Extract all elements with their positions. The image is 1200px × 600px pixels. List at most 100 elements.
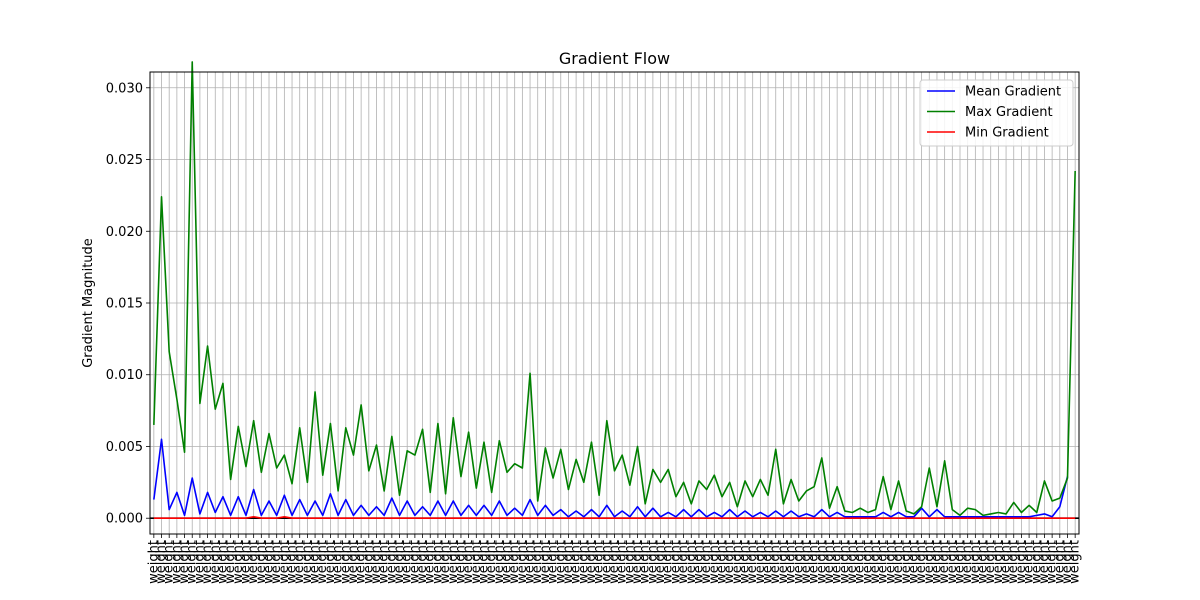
x-tick-label: weight (523, 540, 538, 584)
series-line-max-gradient (153, 61, 1076, 517)
y-axis-ticks: 0.000 0.005 0.010 0.015 0.020 0.025 0.030 (106, 81, 150, 527)
x-tick-label: weight (853, 540, 868, 584)
x-tick-label: weight (761, 540, 776, 584)
x-tick-label: weight (776, 540, 791, 584)
x-tick-label: weight (1022, 540, 1037, 584)
x-tick-label: weight (661, 540, 676, 584)
x-tick-label: weight (553, 540, 568, 584)
x-tick-label: weight (238, 540, 253, 584)
x-tick-label: weight (868, 540, 883, 584)
x-tick-label: weight (507, 540, 522, 584)
x-tick-label: weight (438, 540, 453, 584)
x-tick-label: weight (1029, 540, 1044, 584)
x-tick-label: weight (638, 540, 653, 584)
x-tick-label: weight (146, 540, 161, 584)
x-tick-label: weight (215, 540, 230, 584)
x-tick-label: weight (876, 540, 891, 584)
y-tick-label: 0.025 (106, 153, 143, 168)
x-tick-label: weight (837, 540, 852, 584)
x-tick-label: weight (592, 540, 607, 584)
x-tick-label: weight (292, 540, 307, 584)
x-tick-label: weight (983, 540, 998, 584)
x-tick-label: weight (346, 540, 361, 584)
x-tick-label: weight (645, 540, 660, 584)
x-tick-label: weight (622, 540, 637, 584)
x-tick-label: weight (453, 540, 468, 584)
legend-label: Min Gradient (965, 126, 1049, 141)
x-tick-label: weight (714, 540, 729, 584)
x-tick-label: weight (730, 540, 745, 584)
x-tick-label: weight (223, 540, 238, 584)
legend: Mean Gradient Max Gradient Min Gradient (919, 79, 1074, 147)
x-tick-label: weight (991, 540, 1006, 584)
x-tick-label: weight (254, 540, 269, 584)
x-tick-label: weight (707, 540, 722, 584)
x-tick-label: weight (154, 540, 169, 584)
x-tick-label: weight (400, 540, 415, 584)
x-tick-label: weight (791, 540, 806, 584)
y-tick-label: 0.030 (106, 81, 143, 96)
x-tick-label: weight (883, 540, 898, 584)
x-tick-label: weight (830, 540, 845, 584)
x-tick-label: weight (231, 540, 246, 584)
x-tick-label: weight (999, 540, 1014, 584)
legend-box (919, 79, 1074, 147)
series-lines (153, 61, 1076, 520)
x-tick-label: weight (906, 540, 921, 584)
x-tick-label: weight (576, 540, 591, 584)
x-tick-label: weight (668, 540, 683, 584)
x-tick-label: weight (538, 540, 553, 584)
x-tick-label: weight (976, 540, 991, 584)
x-tick-label: weight (169, 540, 184, 584)
x-tick-label: weight (1045, 540, 1060, 584)
x-tick-label: weight (476, 540, 491, 584)
x-tick-label: weight (630, 540, 645, 584)
series-line-min-gradient (153, 515, 1076, 520)
x-tick-label: weight (1014, 540, 1029, 584)
x-tick-label: weight (845, 540, 860, 584)
x-tick-label: weight (599, 540, 614, 584)
series-line-mean-gradient (153, 438, 1069, 518)
x-tick-label: weight (361, 540, 376, 584)
x-tick-label: weight (315, 540, 330, 584)
x-tick-label: weight (684, 540, 699, 584)
x-tick-label: weight (423, 540, 438, 584)
x-tick-label: weight (615, 540, 630, 584)
x-tick-label: weight (1006, 540, 1021, 584)
x-tick-label: weight (277, 540, 292, 584)
x-tick-label: weight (546, 540, 561, 584)
x-tick-label: weight (331, 540, 346, 584)
x-tick-label: weight (192, 540, 207, 584)
x-tick-label: weight (899, 540, 914, 584)
x-tick-label: weight (492, 540, 507, 584)
x-tick-label: weight (369, 540, 384, 584)
x-tick-label: weight (952, 540, 967, 584)
x-tick-label: weight (308, 540, 323, 584)
x-tick-label: weight (269, 540, 284, 584)
x-tick-label: weight (653, 540, 668, 584)
x-tick-label: weight (262, 540, 277, 584)
x-tick-label: weight (569, 540, 584, 584)
x-tick-label: weight (722, 540, 737, 584)
x-tick-label: weight (822, 540, 837, 584)
x-tick-label: weight (200, 540, 215, 584)
x-tick-label: weight (738, 540, 753, 584)
x-tick-label: weight (377, 540, 392, 584)
x-tick-label: weight (415, 540, 430, 584)
x-tick-label: weight (484, 540, 499, 584)
x-tick-label: weight (768, 540, 783, 584)
x-tick-label: weight (945, 540, 960, 584)
x-tick-label: weight (208, 540, 223, 584)
x-axis-ticks: weightweightweightweightweightweightweig… (146, 534, 1083, 584)
x-tick-label: weight (392, 540, 407, 584)
x-tick-label: weight (699, 540, 714, 584)
x-tick-label: weight (914, 540, 929, 584)
x-tick-label: weight (584, 540, 599, 584)
x-tick-label: weight (561, 540, 576, 584)
x-tick-label: weight (185, 540, 200, 584)
x-tick-label: weight (430, 540, 445, 584)
x-tick-label: weight (922, 540, 937, 584)
x-tick-label: weight (461, 540, 476, 584)
x-tick-label: weight (1060, 540, 1075, 584)
x-tick-label: weight (968, 540, 983, 584)
